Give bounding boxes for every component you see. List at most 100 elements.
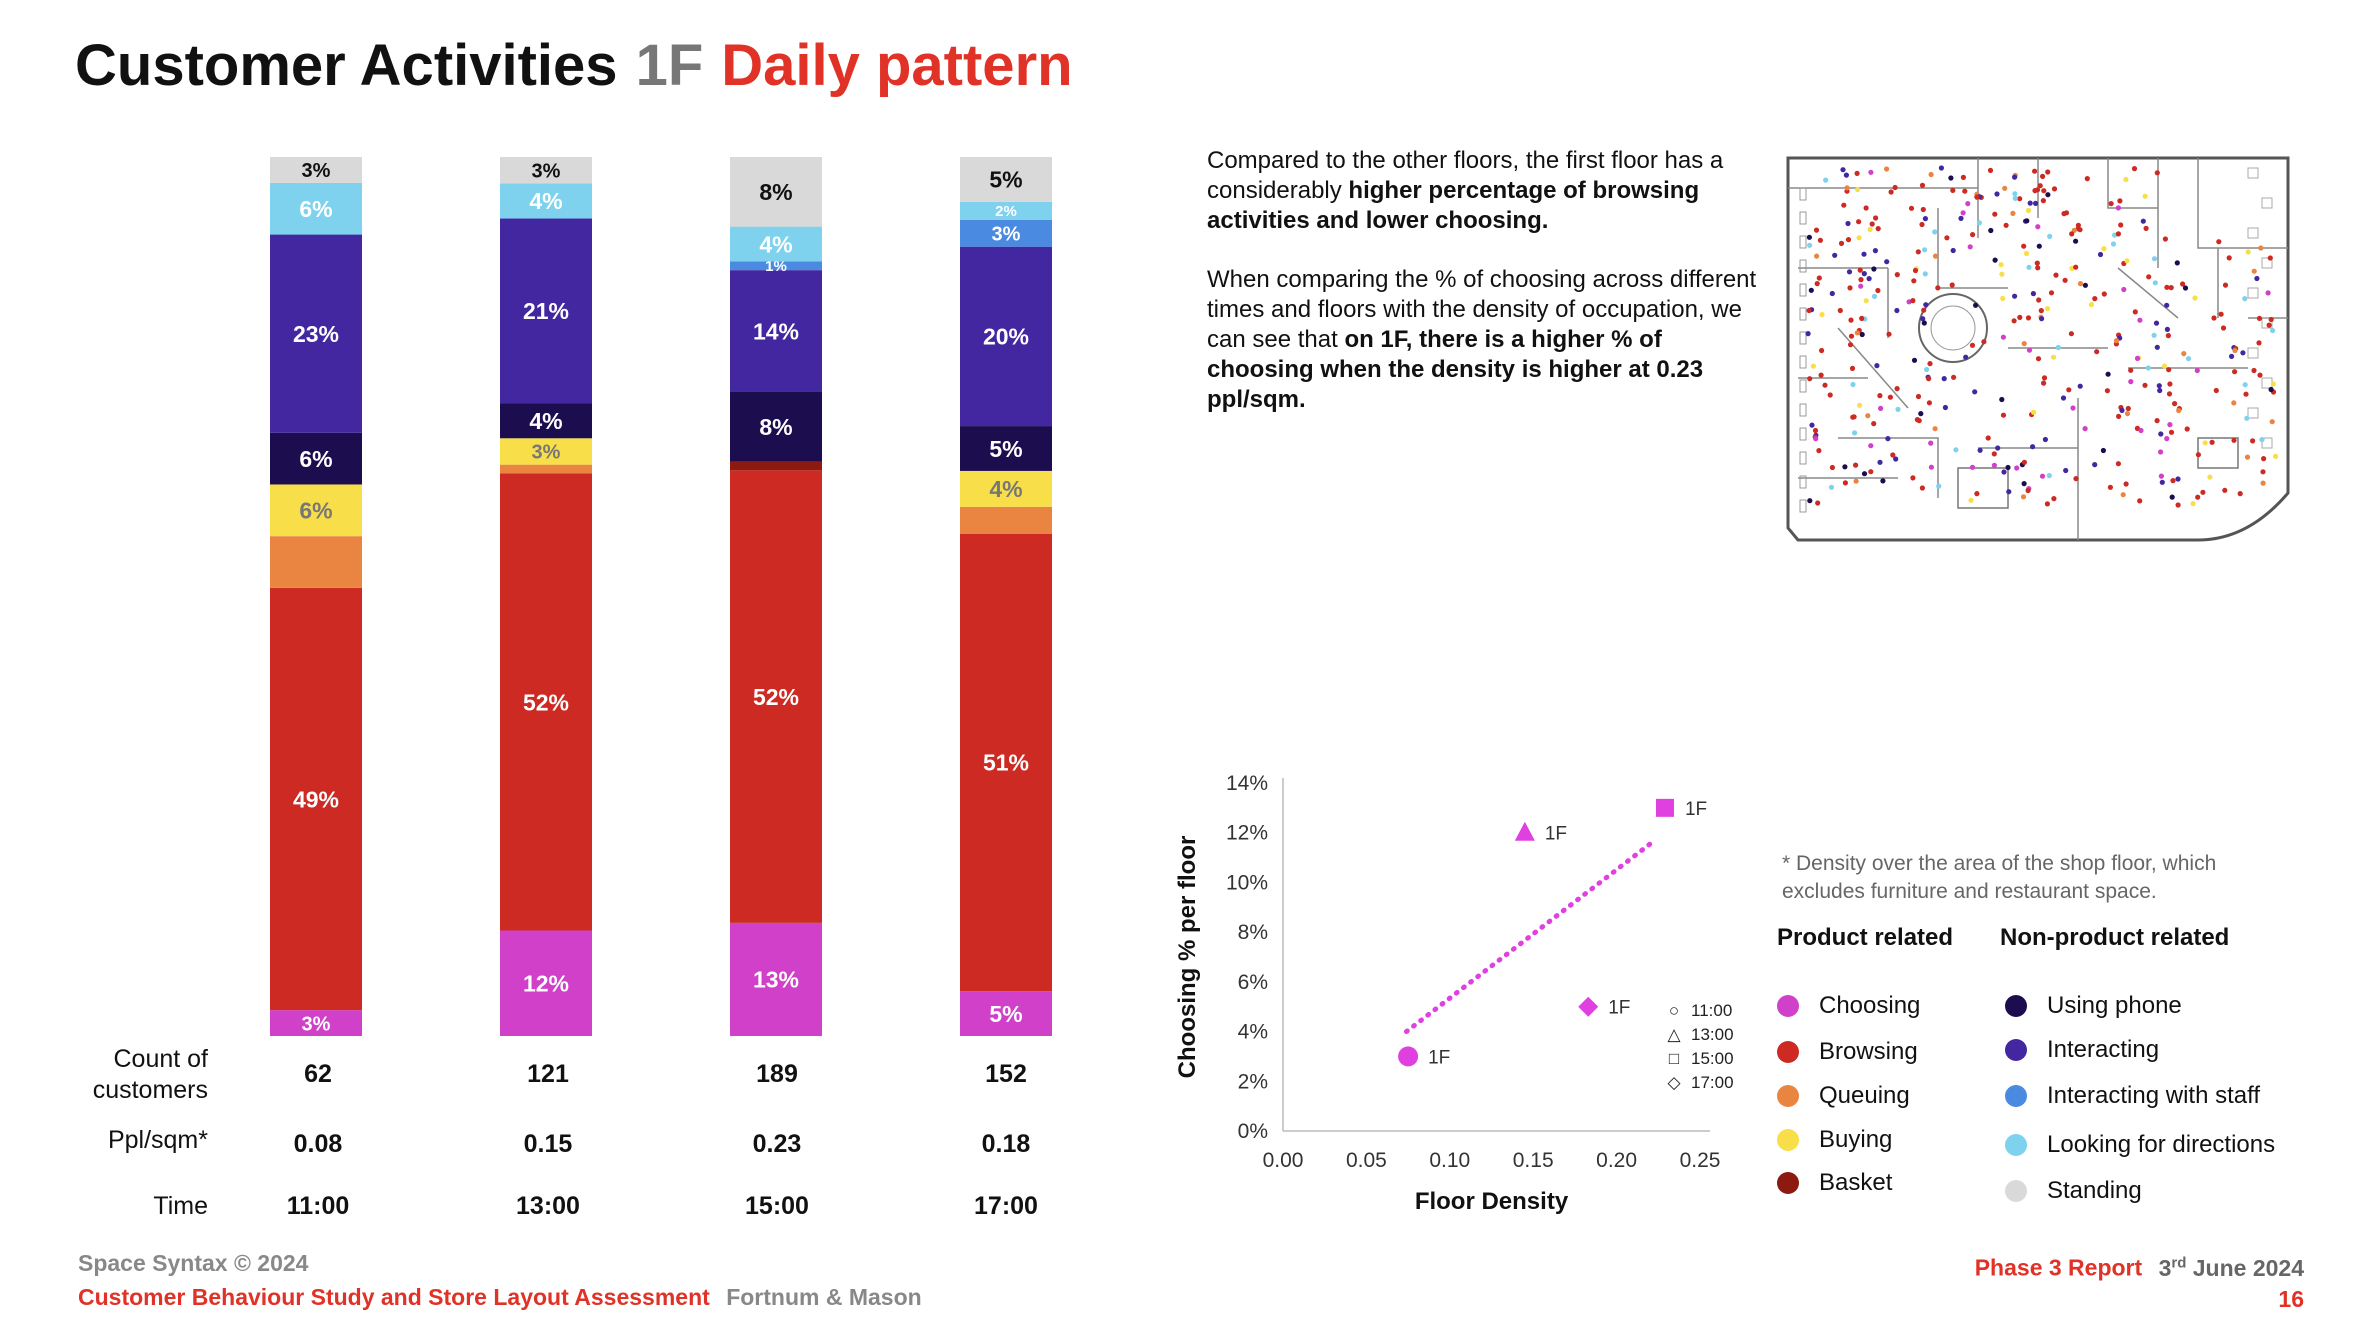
- description-paragraph-2: When comparing the % of choosing across …: [1207, 265, 1767, 415]
- floor-plan-image: [1786, 156, 2290, 542]
- footer-client: Fortnum & Mason: [726, 1284, 922, 1310]
- scatter-point-1100: [1398, 1046, 1419, 1067]
- bar-label-looking-for-directions-1300: 4%: [529, 188, 562, 214]
- legend-product-title: Product related: [1777, 924, 1954, 951]
- bar-label-standing-1300: 3%: [532, 160, 561, 182]
- bar-segment-buying-1300: [500, 438, 592, 465]
- bar-segment-using-phone-1100: [270, 432, 362, 485]
- bar-label-browsing-1500: 52%: [753, 684, 799, 710]
- title-sub: Daily pattern: [721, 33, 1073, 98]
- legend-label: Interacting: [2047, 1036, 2160, 1063]
- description: Compared to the other floors, the first …: [1207, 146, 1767, 444]
- bar-label-interacting-1500: 14%: [753, 318, 799, 344]
- scatter-xtick-label: 0.25: [1680, 1149, 1721, 1172]
- scatter-xtick-label: 0.00: [1263, 1149, 1304, 1172]
- legend-swatch: [1777, 1041, 1799, 1063]
- footer-date: 3rd June 2024: [2159, 1254, 2304, 1281]
- bar-segment-interacting-1300: [500, 218, 592, 404]
- row-value-count-0: 62: [304, 1060, 332, 1088]
- footer-report: Phase 3 Report: [1974, 1254, 2143, 1281]
- scatter-ytick-label: 10%: [1226, 871, 1268, 894]
- bar-label-choosing-1100: 3%: [302, 1013, 331, 1035]
- floor-plan-walls: [1786, 156, 2290, 542]
- bar-segment-buying-1100: [270, 484, 362, 537]
- scatter-xtick-label: 0.10: [1429, 1149, 1470, 1172]
- scatter-xtick-label: 0.15: [1513, 1149, 1554, 1172]
- scatter-ytick-label: 0%: [1238, 1120, 1268, 1143]
- bar-label-using-phone-1500: 8%: [759, 414, 792, 440]
- row-value-count-2: 189: [756, 1060, 798, 1088]
- row-value-time-1: 13:00: [516, 1192, 580, 1220]
- bar-label-buying-1300: 3%: [532, 442, 561, 464]
- bar-segment-interacting-1700: [960, 246, 1052, 427]
- scatter-ytick-label: 2%: [1238, 1070, 1268, 1093]
- footer-date-sup: rd: [2171, 1254, 2187, 1271]
- scatter-ytick-label: 8%: [1238, 921, 1268, 944]
- legend-label: Queuing: [1819, 1082, 1910, 1109]
- bar-segment-looking-for-directions-1700: [960, 201, 1052, 220]
- legend-label: Basket: [1819, 1169, 1893, 1196]
- row-value-count-1: 121: [527, 1060, 569, 1088]
- scatter-ytick-label: 6%: [1238, 971, 1268, 994]
- bar-segment-interacting-1100: [270, 234, 362, 433]
- bar-segment-standing-1500: [730, 157, 822, 227]
- bar-label-buying-1700: 4%: [989, 476, 1022, 502]
- description-p1-text: Compared to the other floors, the first …: [1207, 147, 1724, 204]
- legend-label: Interacting with staff: [2047, 1082, 2260, 1109]
- legend-item-interacting-with-staff: Interacting with staff: [2005, 1082, 2260, 1110]
- bar-segment-standing-1700: [960, 157, 1052, 202]
- bar-segment-standing-1100: [270, 157, 362, 183]
- bar-segment-choosing-1300: [500, 930, 592, 1036]
- bar-label-choosing-1300: 12%: [523, 971, 569, 997]
- marker-legend-time: 13:00: [1691, 1025, 1734, 1044]
- scatter-x-axis-label: Floor Density: [1415, 1188, 1569, 1215]
- bar-segment-choosing-1700: [960, 991, 1052, 1036]
- bar-label-standing-1700: 5%: [989, 167, 1022, 193]
- bar-label-browsing-1100: 49%: [293, 786, 339, 812]
- bar-label-browsing-1300: 52%: [523, 689, 569, 715]
- description-p1-bold: higher percentage of browsing activities…: [1207, 177, 1700, 234]
- bar-segment-choosing-1100: [270, 1010, 362, 1036]
- scatter-ytick-label: 14%: [1226, 772, 1268, 795]
- bar-label-choosing-1700: 5%: [989, 1001, 1022, 1027]
- legend-label: Buying: [1819, 1126, 1893, 1153]
- legend-swatch: [2005, 1085, 2027, 1107]
- legend-item-choosing: Choosing: [1777, 992, 1920, 1020]
- row-value-time-2: 15:00: [745, 1192, 809, 1220]
- scatter-chart: 0% 2% 4% 6% 8% 10% 12% 14% 0.00 0.05 0.10 0.15 0.20 0…: [1174, 772, 1734, 1215]
- bar-label-interacting-1700: 20%: [983, 324, 1029, 350]
- bar-segment-browsing-1500: [730, 470, 822, 923]
- legend-nonproduct-title: Non-product related: [2000, 924, 2230, 951]
- legend-label: Using phone: [2047, 992, 2182, 1019]
- bar-label-using-phone-1700: 5%: [989, 436, 1022, 462]
- bar-segment-standing-1300: [500, 157, 592, 184]
- row-value-density-2: 0.23: [752, 1130, 802, 1158]
- bar-label-interacting-with-staff-1500: 1%: [765, 258, 787, 275]
- row-label-density: Ppl/sqm*: [107, 1126, 208, 1154]
- bar-segment-looking-for-directions-1300: [500, 183, 592, 219]
- legend-item-basket: Basket: [1777, 1169, 1892, 1197]
- bar-segment-browsing-1700: [960, 533, 1052, 992]
- legend-swatch: [1777, 1129, 1799, 1151]
- bar-segment-using-phone-1700: [960, 426, 1052, 471]
- page-title: Customer Activities 1F Daily pattern: [75, 32, 1073, 99]
- bar-label-looking-for-directions-1700: 2%: [995, 203, 1017, 220]
- bar-label-browsing-1700: 51%: [983, 750, 1029, 776]
- bar-segment-using-phone-1500: [730, 391, 822, 462]
- scatter-ytick-label: 4%: [1238, 1021, 1268, 1044]
- footer-date-rest: June 2024: [2186, 1254, 2304, 1281]
- legend-label: Choosing: [1819, 992, 1921, 1019]
- bar-label-using-phone-1300: 4%: [529, 408, 562, 434]
- scatter-point-1700: [1578, 996, 1599, 1017]
- marker-legend-time: 15:00: [1691, 1049, 1734, 1068]
- scatter-point-1300: [1514, 821, 1535, 841]
- legend-item-using-phone: Using phone: [2005, 992, 2182, 1020]
- legend-swatch: [1777, 995, 1799, 1017]
- legend-item-looking-for-directions: Looking for directions: [2005, 1131, 2275, 1159]
- bar-segment-browsing-1100: [270, 587, 362, 1011]
- row-value-density-0: 0.08: [293, 1130, 343, 1158]
- bar-label-standing-1100: 3%: [302, 160, 331, 182]
- title-main: Customer Activities: [75, 33, 618, 98]
- legend-item-standing: Standing: [2005, 1177, 2142, 1205]
- legend-label: Looking for directions: [2047, 1131, 2276, 1158]
